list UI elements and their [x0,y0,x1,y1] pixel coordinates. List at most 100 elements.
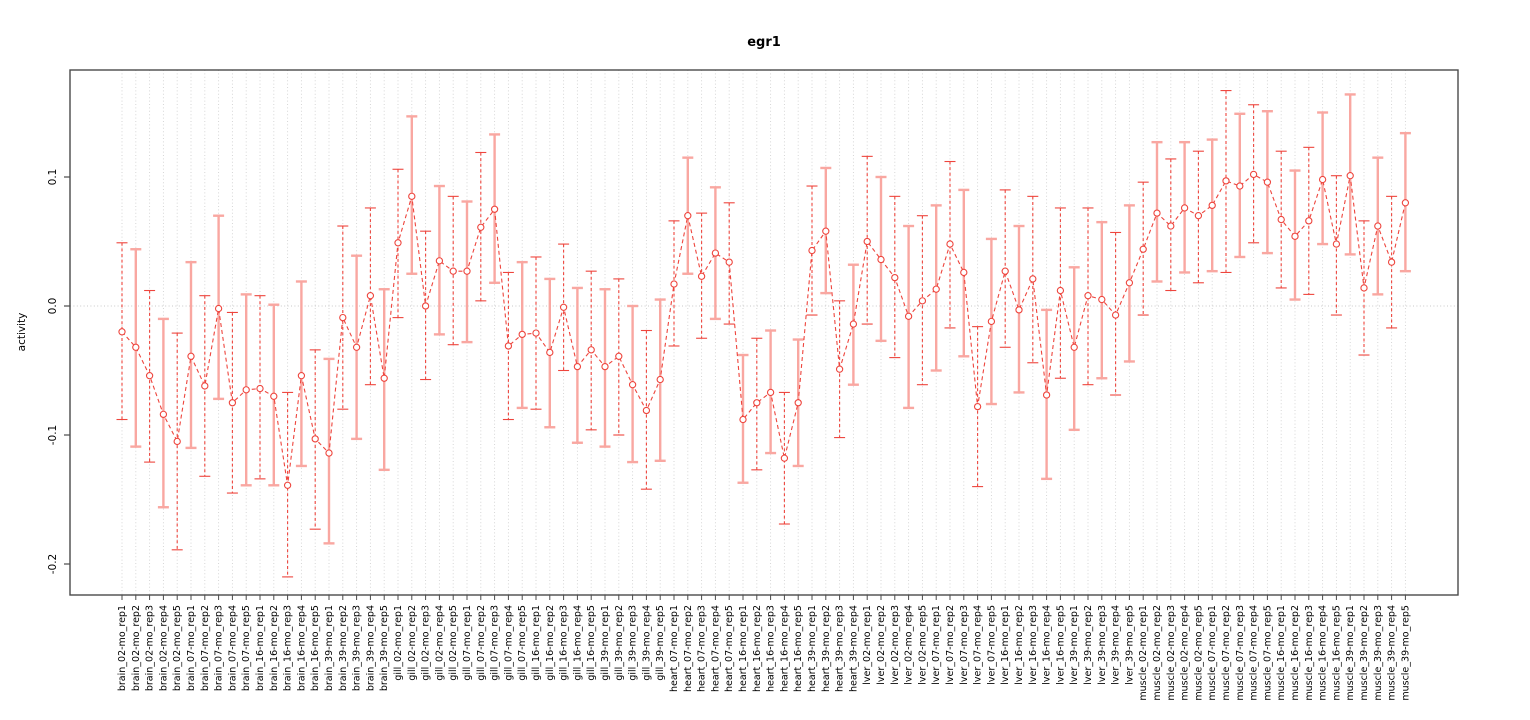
x-tick-label: muscle_39-mo_rep5 [1400,605,1411,701]
x-tick-label: muscle_07-mo_rep4 [1249,605,1260,701]
data-point [1015,306,1023,314]
x-tick-label: lver_39-mo_rep1 [1069,605,1080,685]
data-point [518,330,526,339]
x-tick-label: lver_16-mo_rep5 [1055,605,1066,685]
x-tick-label: gill_39-mo_rep3 [628,605,639,681]
x-tick-label: muscle_16-mo_rep2 [1290,605,1301,701]
data-point [256,384,264,393]
error-bar [861,155,873,325]
x-tick-label: brain_07-mo_rep4 [227,605,238,691]
x-tick-label: lver_07-mo_rep2 [945,605,956,685]
data-point [325,449,333,457]
x-tick-label: gill_02-mo_rep4 [434,605,445,681]
data-point [311,435,319,443]
x-tick-label: lver_39-mo_rep5 [1124,605,1135,685]
x-tick-label: lver_16-mo_rep1 [1000,605,1011,685]
series-line [121,173,1406,486]
x-tick-label: muscle_39-mo_rep1 [1345,605,1356,701]
data-point [1249,170,1258,179]
error-bars [116,90,1411,578]
data-point [1332,240,1341,248]
data-point [297,372,306,380]
x-axis: brain_02-mo_rep1 brain_02-mo_rep2 brain_02… [117,595,1411,701]
x-tick-label: brain_07-mo_rep2 [200,605,211,691]
data-point [670,280,678,288]
data-point [794,399,802,407]
x-tick-label: muscle_02-mo_rep3 [1166,605,1177,701]
x-tick-label: gill_16-mo_rep3 [559,605,570,681]
data-point [421,302,430,310]
data-point [408,192,416,200]
x-tick-label: gill_07-mo_rep5 [517,605,528,681]
data-point [283,481,292,489]
x-tick-label: lver_02-mo_rep5 [917,605,928,685]
data-point [394,239,402,247]
x-tick-label: gill_16-mo_rep1 [531,605,542,681]
x-tick-label: gill_02-mo_rep1 [393,605,404,681]
data-point [145,372,154,380]
x-tick-label: brain_39-mo_rep3 [352,605,363,691]
x-tick-label: heart_16-mo_rep1 [738,605,749,692]
x-tick-label: lver_07-mo_rep5 [986,605,997,685]
data-point [932,285,940,293]
data-point [435,257,444,265]
data-point [366,292,375,300]
error-bar [944,160,956,329]
error-bar [751,337,763,471]
data-point [587,346,595,354]
x-tick-label: lver_02-mo_rep3 [890,605,901,685]
data-point [1277,215,1285,224]
x-tick-label: muscle_16-mo_rep5 [1331,605,1342,701]
data-points [118,170,1410,489]
x-tick-label: brain_16-mo_rep4 [296,605,307,691]
x-tick-label: brain_16-mo_rep3 [283,605,294,691]
x-tick-label: lver_39-mo_rep2 [1083,605,1094,685]
x-tick-label: gill_16-mo_rep5 [586,605,597,681]
data-point [1222,177,1230,185]
x-tick-label: brain_02-mo_rep4 [158,605,169,691]
data-point [559,303,568,311]
data-point [339,313,347,322]
data-point [739,415,747,424]
y-tick-label: 0.1 [47,169,59,186]
data-point [1208,201,1216,210]
data-point [863,237,871,246]
error-bar [723,202,735,325]
data-point [642,406,651,415]
x-tick-label: lver_16-mo_rep4 [1042,605,1053,685]
x-tick-label: lver_39-mo_rep4 [1111,605,1122,685]
data-point [1084,292,1092,300]
y-axis: 0.1 0.0 -0.1 -0.2 [47,169,70,574]
x-tick-label: heart_16-mo_rep2 [752,605,763,692]
x-tick-label: gill_02-mo_rep2 [407,605,418,681]
data-point [1236,182,1244,190]
x-tick-label: heart_16-mo_rep5 [793,605,804,692]
y-tick-label: 0.0 [47,298,59,315]
error-bar [613,278,625,436]
data-point [132,343,140,351]
x-tick-label: muscle_39-mo_rep3 [1373,605,1384,701]
error-bar [1386,195,1398,329]
data-point [808,246,816,255]
chart-title: egr1 [747,35,781,50]
data-point [1318,175,1327,184]
x-tick-label: brain_39-mo_rep5 [379,605,390,691]
x-tick-label: brain_07-mo_rep5 [241,605,252,691]
x-tick-label: brain_07-mo_rep3 [214,605,225,691]
data-point [766,388,775,397]
data-point [1305,217,1313,225]
data-point [1042,391,1051,399]
data-point [684,212,692,220]
x-tick-label: brain_02-mo_rep1 [117,605,128,691]
data-point [573,362,582,371]
error-bar [116,242,128,421]
data-point [753,399,761,407]
x-tick-label: lver_16-mo_rep3 [1028,605,1039,685]
x-tick-label: muscle_07-mo_rep3 [1235,605,1246,701]
error-bar [1165,158,1177,292]
data-point [711,249,720,257]
data-point [1125,279,1134,287]
data-point [725,258,733,266]
data-point [532,329,540,337]
